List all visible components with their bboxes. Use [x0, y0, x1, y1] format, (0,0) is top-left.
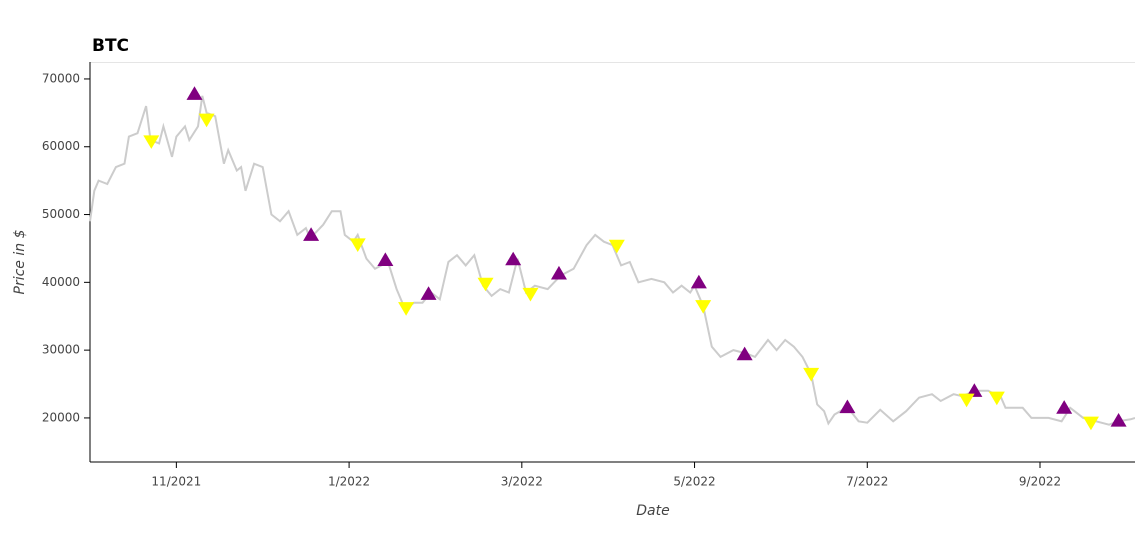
- x-axis-label: Date: [636, 503, 669, 519]
- x-tick-label: 9/2022: [1019, 475, 1061, 489]
- buy-marker: [377, 252, 394, 266]
- x-tick-label: 1/2022: [328, 475, 370, 489]
- sell-marker: [477, 277, 494, 292]
- buy-marker: [839, 399, 856, 414]
- price-line: [89, 95, 1135, 426]
- sell-marker: [398, 302, 415, 316]
- buy-marker: [690, 274, 707, 289]
- buy-marker: [1056, 400, 1073, 414]
- buy-marker: [186, 86, 203, 100]
- y-tick-label: 70000: [42, 71, 80, 85]
- x-tick-label: 7/2022: [846, 475, 888, 489]
- y-axis-label: Price in $: [12, 230, 28, 295]
- sell-marker: [988, 391, 1005, 406]
- sell-marker: [349, 238, 366, 252]
- sell-marker: [1082, 416, 1099, 431]
- sell-marker: [608, 239, 625, 254]
- sell-marker: [198, 113, 215, 128]
- sell-marker: [143, 135, 160, 149]
- buy-marker: [550, 265, 567, 280]
- sell-marker: [803, 367, 820, 382]
- buy-marker: [420, 286, 437, 300]
- sell-marker: [522, 287, 539, 302]
- x-tick-label: 11/2021: [151, 475, 201, 489]
- y-tick-label: 50000: [42, 207, 80, 221]
- y-tick-label: 30000: [42, 343, 80, 357]
- x-tick-label: 3/2022: [501, 475, 543, 489]
- buy-marker: [1110, 413, 1127, 427]
- buy-marker: [736, 346, 753, 361]
- buy-marker: [966, 383, 983, 397]
- sell-marker: [695, 300, 712, 314]
- y-tick-label: 20000: [42, 410, 80, 424]
- chart-title: BTC: [92, 36, 129, 56]
- buy-marker: [303, 227, 320, 241]
- sell-marker: [958, 393, 975, 408]
- y-tick-label: 40000: [42, 275, 80, 289]
- buy-marker: [505, 251, 522, 266]
- y-tick-label: 60000: [42, 139, 80, 153]
- x-tick-label: 5/2022: [673, 475, 715, 489]
